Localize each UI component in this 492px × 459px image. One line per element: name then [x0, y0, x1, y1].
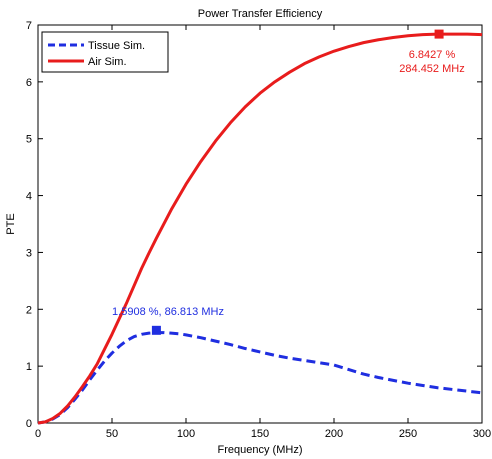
y-tick-label-6: 6 — [26, 77, 32, 89]
legend-label-tissue: Tissue Sim. — [88, 40, 145, 52]
y-tick-label-3: 3 — [26, 247, 32, 259]
y-axis-label: PTE — [5, 213, 17, 234]
legend-label-air: Air Sim. — [88, 56, 127, 68]
x-axis-label: Frequency (MHz) — [218, 444, 303, 456]
y-tick-label-5: 5 — [26, 134, 32, 146]
series-line-tissue — [37, 331, 483, 425]
axis-tick-labels: 0 50 100 150 200 250 300 0 1 2 3 4 5 6 7 — [26, 20, 491, 440]
x-tick-label-5: 250 — [399, 428, 417, 440]
annotation-air-peak-percent: 6.8427 % — [409, 49, 456, 61]
series-line-air — [37, 32, 483, 425]
plot-frame — [37, 24, 483, 424]
x-tick-label-0: 0 — [35, 428, 41, 440]
peak-marker-air — [434, 29, 444, 39]
x-tick-label-2: 100 — [177, 428, 195, 440]
y-tick-label-1: 1 — [26, 361, 32, 373]
x-tick-label-1: 50 — [106, 428, 118, 440]
annotation-tissue-peak: 1.5908 %, 86.813 MHz — [112, 306, 224, 318]
y-tick-label-2: 2 — [26, 304, 32, 316]
x-tick-label-3: 150 — [251, 428, 269, 440]
annotation-air-peak-frequency: 284.452 MHz — [399, 63, 464, 75]
chart-title: Power Transfer Efficiency — [198, 8, 323, 20]
legend-box — [41, 31, 169, 73]
legend: Tissue Sim. Air Sim. — [41, 31, 169, 73]
y-tick-label-4: 4 — [26, 191, 32, 203]
y-tick-label-0: 0 — [26, 418, 32, 430]
series-layer — [37, 32, 483, 425]
y-tick-label-7: 7 — [26, 20, 32, 32]
x-tick-label-6: 300 — [473, 428, 491, 440]
x-tick-label-4: 200 — [325, 428, 343, 440]
markers-layer — [151, 29, 444, 335]
peak-marker-tissue — [151, 325, 161, 335]
axis-ticks — [37, 24, 483, 424]
